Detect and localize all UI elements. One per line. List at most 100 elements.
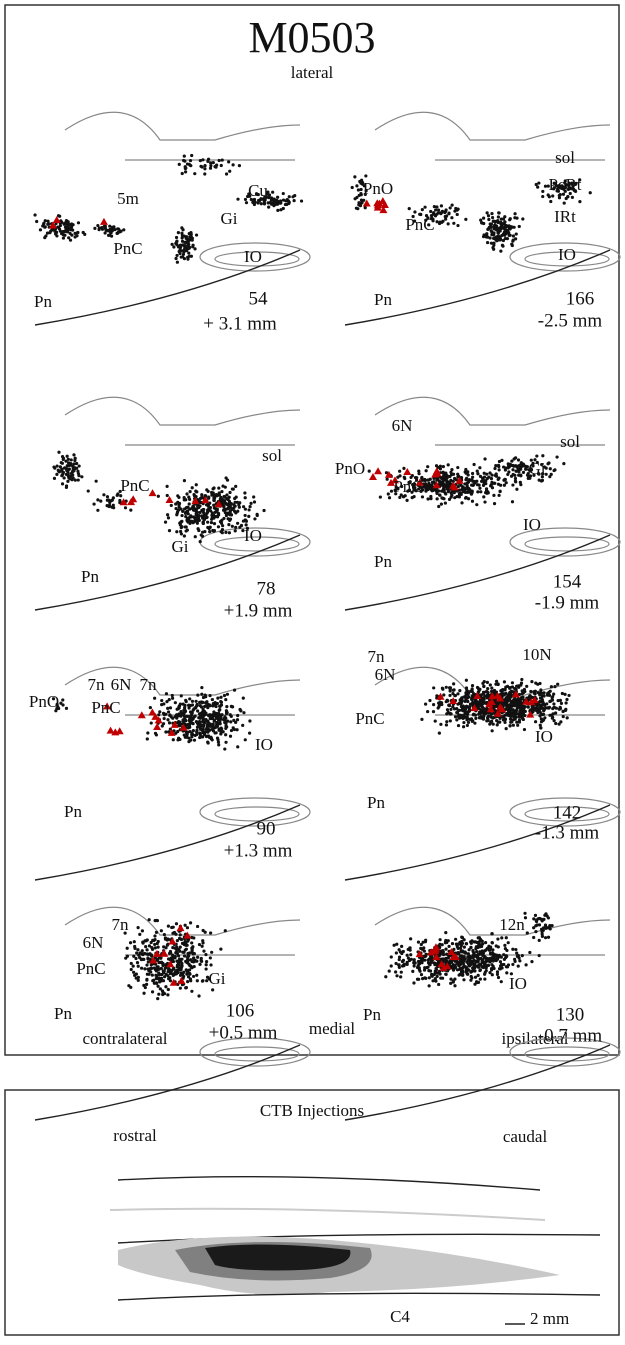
neuron-dot: [440, 503, 443, 506]
neuron-dot: [193, 494, 196, 497]
neuron-dot: [179, 523, 182, 526]
neuron-dot: [423, 959, 426, 962]
neuron-dot: [436, 497, 439, 500]
dorsal-outline: [65, 112, 300, 140]
neuron-dot: [225, 503, 228, 506]
neuron-dot: [146, 737, 149, 740]
region-label: Pn: [64, 802, 82, 821]
neuron-dot: [460, 954, 463, 957]
neuron-dot: [220, 490, 223, 493]
neuron-dot: [62, 471, 65, 474]
neuron-dot: [520, 461, 523, 464]
neuron-dot: [519, 701, 522, 704]
neuron-dot: [490, 932, 493, 935]
neuron-dot: [566, 195, 569, 198]
neuron-dot: [556, 683, 559, 686]
neuron-dot: [195, 729, 198, 732]
labeled-cell: [153, 723, 161, 730]
neuron-dot: [520, 678, 523, 681]
neuron-dot: [291, 195, 294, 198]
neuron-dot: [178, 738, 181, 741]
neuron-dot: [541, 190, 544, 193]
neuron-dot: [512, 457, 515, 460]
neuron-dot: [184, 525, 187, 528]
neuron-dot: [188, 697, 191, 700]
neuron-dot: [548, 475, 551, 478]
neuron-dot: [65, 229, 68, 232]
neuron-dot: [217, 525, 220, 528]
neuron-dot: [475, 965, 478, 968]
neuron-dot: [208, 729, 211, 732]
neuron-dot: [194, 715, 197, 718]
neuron-dot: [80, 475, 83, 478]
neuron-dot: [190, 515, 193, 518]
neuron-dot: [195, 483, 198, 486]
neuron-dot: [497, 477, 500, 480]
neuron-dot: [482, 718, 485, 721]
neuron-dot: [216, 697, 219, 700]
neuron-dot: [507, 470, 510, 473]
neuron-dot: [157, 961, 160, 964]
neuron-dot: [424, 486, 427, 489]
neuron-dot: [179, 249, 182, 252]
neuron-dot: [423, 950, 426, 953]
neuron-dot: [175, 948, 178, 951]
neuron-dot: [176, 510, 179, 513]
neuron-dot: [483, 695, 486, 698]
neuron-dot: [271, 191, 274, 194]
neuron-dot: [213, 720, 216, 723]
neuron-dot: [175, 240, 178, 243]
neuron-dot: [551, 194, 554, 197]
neuron-dot: [83, 233, 86, 236]
neuron-dot: [66, 467, 69, 470]
neuron-dot: [444, 501, 447, 504]
region-label: 7n: [112, 915, 130, 934]
neuron-dot: [464, 218, 467, 221]
neuron-dot: [229, 503, 232, 506]
neuron-dot: [503, 680, 506, 683]
neuron-dot: [485, 235, 488, 238]
neuron-dot: [143, 967, 146, 970]
neuron-dot: [241, 724, 244, 727]
neuron-dot: [189, 921, 192, 924]
neuron-dot: [478, 936, 481, 939]
neuron-dot: [439, 723, 442, 726]
neuron-dot: [189, 979, 192, 982]
neuron-dot: [192, 729, 195, 732]
neuron-dot: [77, 221, 80, 224]
neuron-dot: [379, 495, 382, 498]
neuron-dot: [53, 467, 56, 470]
neuron-dot: [437, 489, 440, 492]
neuron-dot: [215, 712, 218, 715]
neuron-dot: [402, 950, 405, 953]
neuron-dot: [476, 941, 479, 944]
neuron-dot: [66, 455, 69, 458]
neuron-dot: [398, 496, 401, 499]
neuron-dot: [203, 172, 206, 175]
neuron-dot: [494, 238, 497, 241]
neuron-dot: [466, 700, 469, 703]
neuron-dot: [160, 929, 163, 932]
neuron-dot: [146, 938, 149, 941]
region-label: PnC: [120, 476, 149, 495]
neuron-dot: [187, 740, 190, 743]
neuron-dot: [183, 708, 186, 711]
labeled-cell: [176, 924, 184, 931]
neuron-dot: [185, 969, 188, 972]
neuron-dot: [206, 526, 209, 529]
neuron-dot: [207, 741, 210, 744]
neuron-dot: [444, 931, 447, 934]
neuron-dot: [183, 704, 186, 707]
neuron-dot: [508, 691, 511, 694]
neuron-dot: [505, 971, 508, 974]
neuron-dot: [477, 974, 480, 977]
neuron-dot: [497, 464, 500, 467]
neuron-dot: [559, 720, 562, 723]
neuron-dot: [267, 206, 270, 209]
neuron-dot: [435, 205, 438, 208]
neuron-dot: [216, 515, 219, 518]
neuron-dot: [183, 479, 186, 482]
neuron-dot: [452, 948, 455, 951]
neuron-dot: [535, 454, 538, 457]
neuron-dot: [437, 505, 440, 508]
